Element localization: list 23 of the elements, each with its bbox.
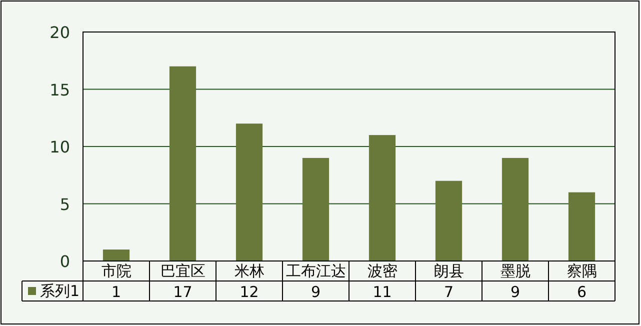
x-tick-label: 市院 (101, 262, 132, 280)
x-tick-label: 巴宜区 (160, 262, 206, 280)
y-tick-label: 15 (50, 80, 70, 100)
x-tick-label: 朗县 (434, 262, 464, 280)
x-tick-label: 工布江达 (286, 262, 346, 280)
data-label: 1 (111, 283, 122, 301)
data-label: 9 (310, 283, 321, 301)
legend: 系列1 (28, 282, 80, 300)
y-tick-label: 20 (50, 23, 70, 42)
legend-label: 系列1 (40, 282, 80, 300)
x-tick-label: 察隅 (566, 262, 597, 280)
x-tick-label: 波密 (367, 262, 398, 280)
y-tick-label: 5 (60, 194, 70, 214)
data-label: 11 (372, 283, 392, 301)
y-tick-label: 0 (60, 252, 70, 271)
data-label: 17 (173, 283, 192, 301)
x-tick-label: 米林 (234, 262, 264, 280)
data-label: 6 (576, 283, 587, 301)
data-label: 9 (510, 283, 520, 301)
y-tick-label: 10 (50, 138, 70, 156)
x-tick-label: 墨脱 (500, 262, 530, 280)
data-label: 12 (240, 283, 259, 301)
data-label: 7 (444, 283, 454, 301)
